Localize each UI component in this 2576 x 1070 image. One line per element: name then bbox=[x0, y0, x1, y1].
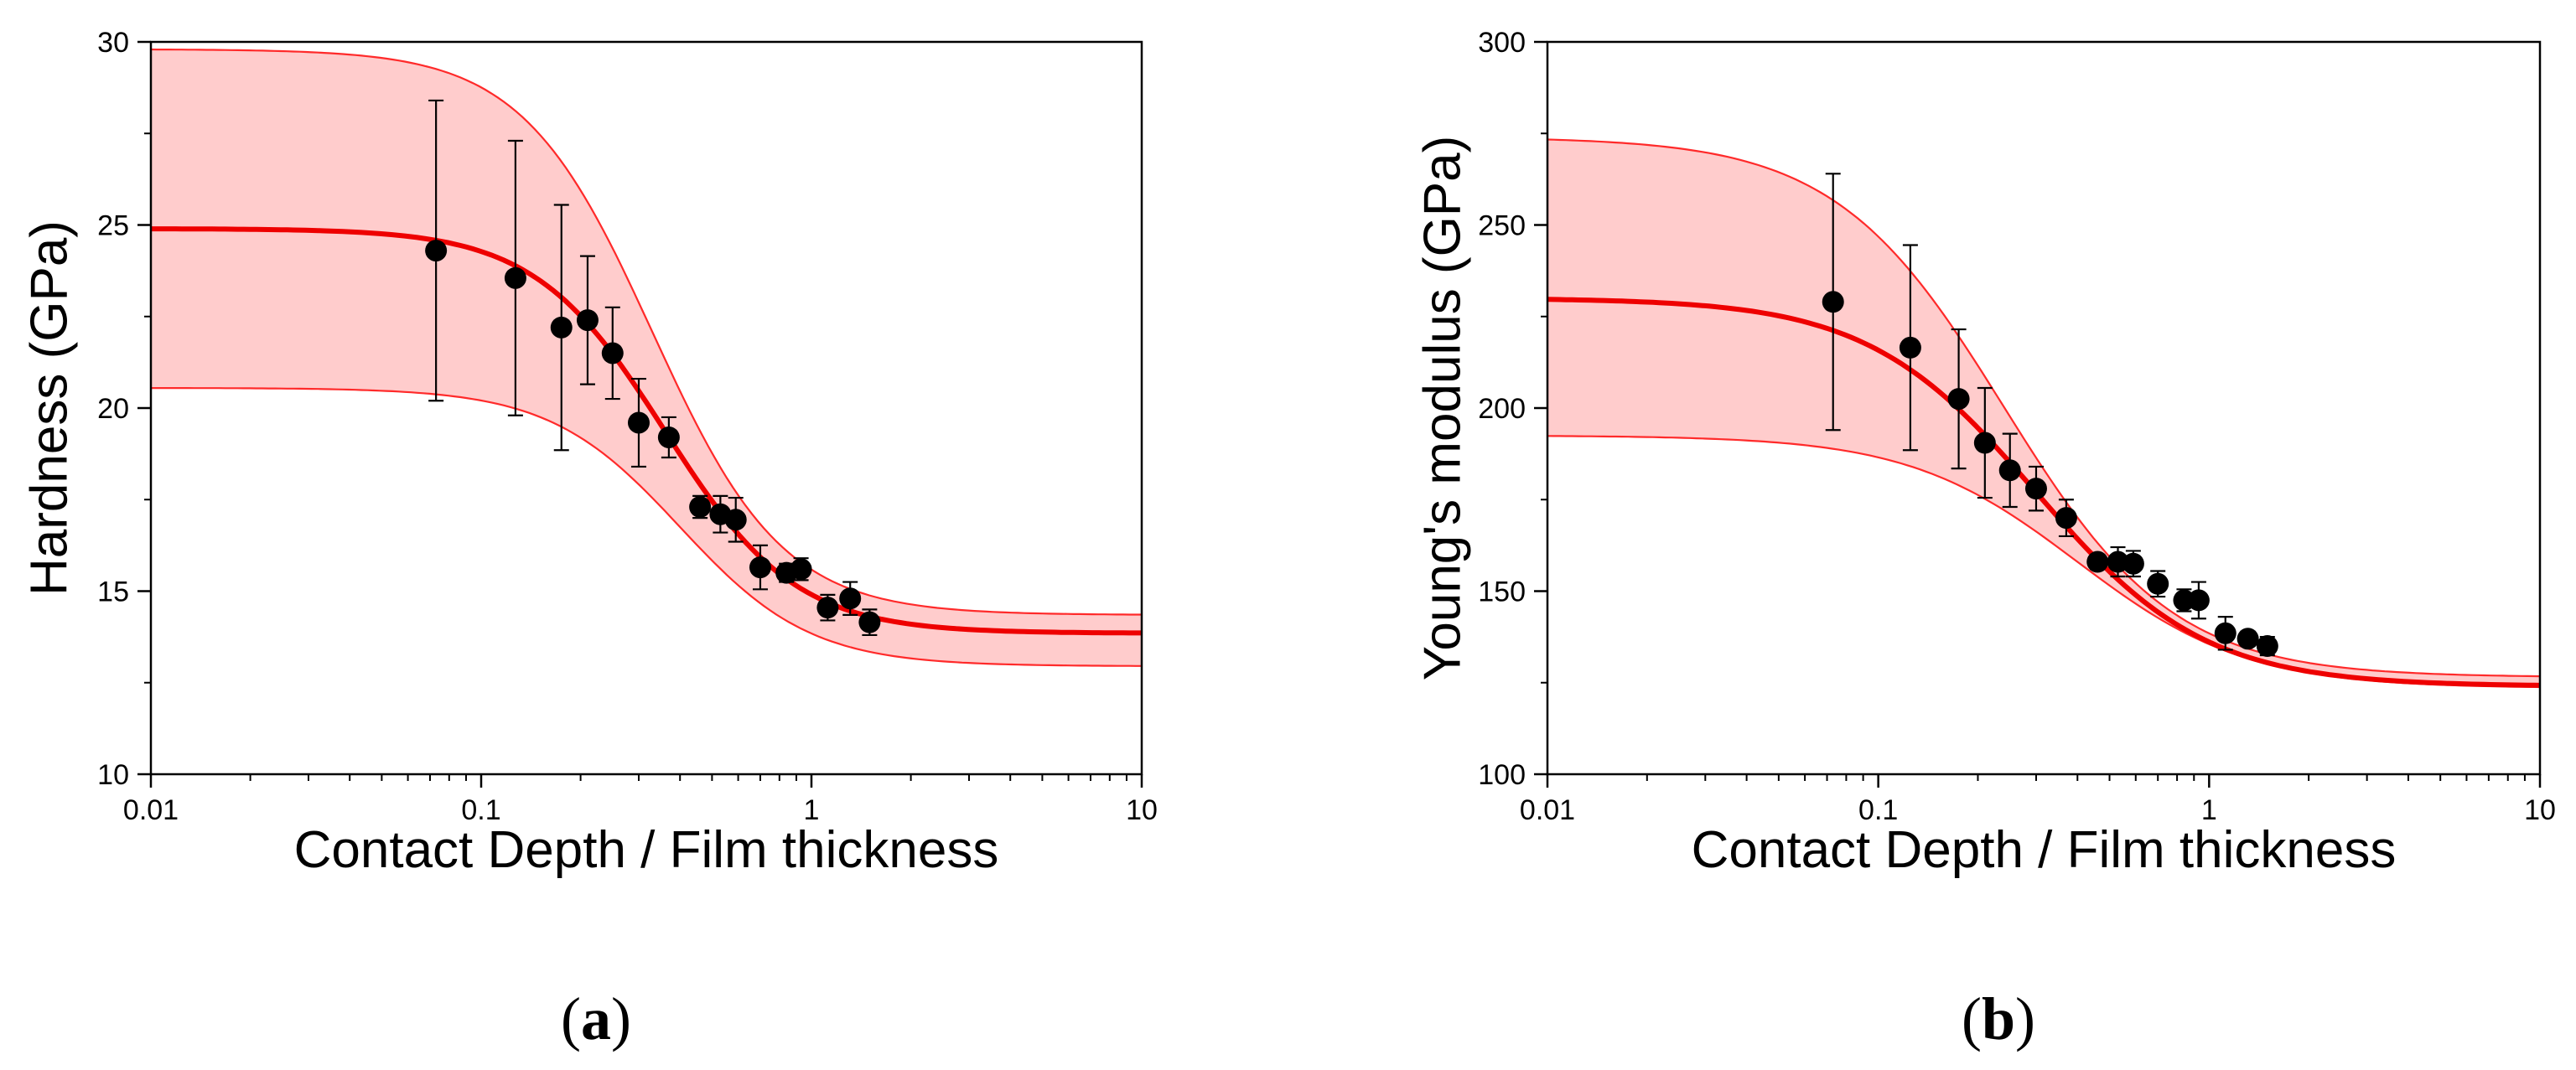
data-point bbox=[1998, 459, 2021, 482]
x-axis-label: Contact Depth / Film thickness bbox=[1692, 821, 2397, 879]
data-point bbox=[2122, 552, 2144, 575]
data-point bbox=[689, 495, 712, 518]
y-axis-label: Hardness (GPa) bbox=[21, 220, 79, 596]
data-point bbox=[627, 411, 650, 434]
y-tick-label: 10 bbox=[97, 759, 129, 791]
data-point bbox=[550, 316, 573, 339]
confidence-band bbox=[151, 49, 1142, 666]
fit-curve bbox=[151, 226, 1142, 636]
x-tick-label: 0.01 bbox=[1520, 794, 1575, 826]
x-tick-label: 10 bbox=[2524, 794, 2556, 826]
x-tick-label: 0.01 bbox=[123, 794, 179, 826]
data-point bbox=[601, 342, 624, 364]
data-point bbox=[2256, 635, 2278, 658]
data-point bbox=[2237, 628, 2259, 650]
data-point bbox=[858, 611, 881, 633]
data-point bbox=[1947, 388, 1970, 411]
data-point bbox=[2214, 622, 2237, 644]
panel-caption-a: (a) bbox=[561, 985, 631, 1052]
y-tick-label: 200 bbox=[1478, 393, 1526, 425]
data-point bbox=[2147, 572, 2169, 595]
data-point bbox=[749, 556, 771, 579]
band-lower-line bbox=[151, 387, 1142, 667]
hardness-chart: 0.01 0.1 1 10 10 15 20 25 30 Contact Depth / Film… bbox=[21, 27, 1158, 879]
fit-curve bbox=[1547, 297, 2541, 688]
confidence-band bbox=[1547, 139, 2540, 687]
y-tick-label: 30 bbox=[97, 27, 129, 59]
data-point bbox=[425, 240, 448, 262]
data-point bbox=[2024, 478, 2047, 500]
y-tick-label: 100 bbox=[1478, 759, 1526, 791]
x-axis-label: Contact Depth / Film thickness bbox=[294, 821, 999, 879]
data-point bbox=[2086, 551, 2109, 573]
y-tick-label: 250 bbox=[1478, 210, 1526, 242]
band-upper-line bbox=[150, 48, 1142, 616]
x-tick-label: 1 bbox=[804, 794, 820, 826]
x-tick-label: 10 bbox=[1126, 794, 1158, 826]
y-tick-label: 20 bbox=[97, 393, 129, 425]
data-point bbox=[2055, 507, 2077, 530]
band-upper-line bbox=[1547, 138, 2541, 678]
y-tick-label: 25 bbox=[97, 210, 129, 242]
x-tick-label: 0.1 bbox=[1858, 794, 1898, 826]
x-tick-label: 1 bbox=[2201, 794, 2217, 826]
y-axis-label: Young's modulus (GPa) bbox=[1414, 136, 1472, 681]
y-tick-label: 300 bbox=[1478, 27, 1526, 59]
y-tick-label: 15 bbox=[97, 576, 129, 608]
panel-caption-b: (b) bbox=[1962, 985, 2035, 1052]
data-point bbox=[2187, 589, 2210, 612]
data-point bbox=[1822, 291, 1844, 313]
data-point bbox=[657, 426, 680, 448]
data-point bbox=[1973, 432, 1996, 454]
data-point bbox=[576, 309, 599, 332]
data-point bbox=[724, 509, 747, 531]
data-point bbox=[1899, 336, 1921, 359]
y-tick-label: 150 bbox=[1478, 576, 1526, 608]
data-point bbox=[790, 558, 812, 581]
youngs-modulus-chart: 0.01 0.1 1 10 100 150 200 250 300 Contact Depth /… bbox=[1414, 27, 2556, 879]
data-point bbox=[504, 266, 526, 289]
data-point bbox=[839, 587, 862, 610]
x-tick-label: 0.1 bbox=[461, 794, 500, 826]
data-point bbox=[816, 597, 839, 619]
